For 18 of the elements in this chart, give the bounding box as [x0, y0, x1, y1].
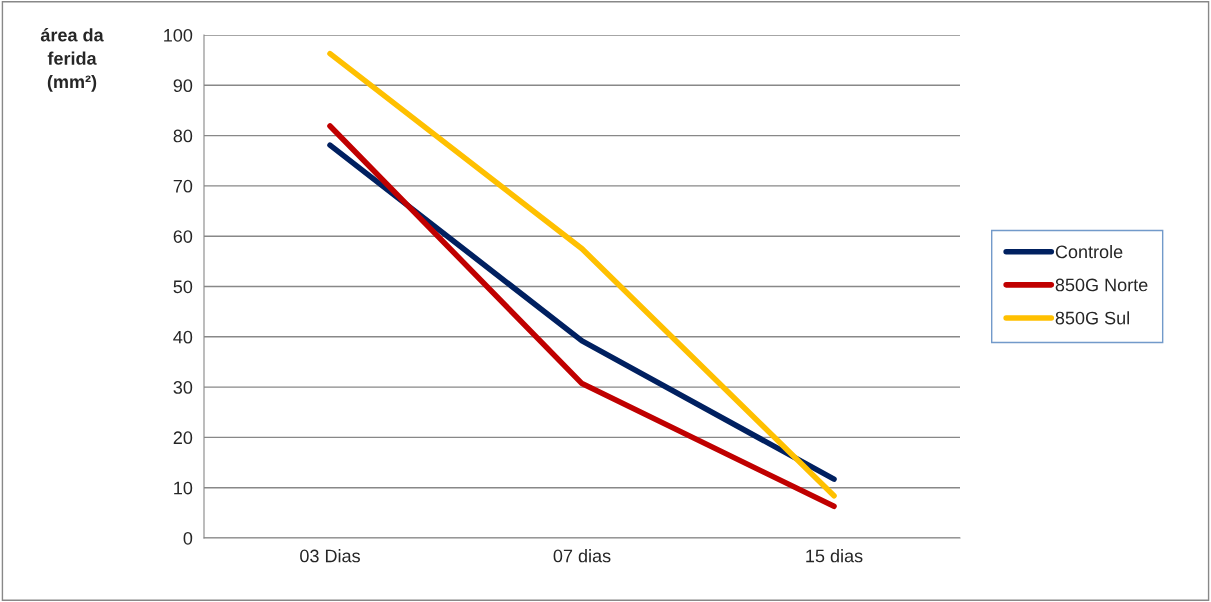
x-tick-label: 07 dias	[553, 549, 611, 563]
x-tick-label: 03 Dias	[300, 549, 360, 563]
y-tick-label: 10	[174, 481, 193, 495]
y-tick-label: 40	[173, 330, 193, 344]
legend-label: 850G Norte	[1055, 278, 1148, 292]
legend-label: Controle	[1055, 245, 1123, 259]
y-tick-label: 100	[164, 28, 193, 42]
y-tick-label: 20	[173, 431, 193, 445]
y-tick-label: 0	[183, 531, 193, 545]
y-tick-label: 30	[173, 381, 193, 394]
x-tick-label: 15 dias	[806, 549, 863, 563]
y-tick-label: 80	[173, 129, 193, 143]
y-axis-title: área da ferida (mm²)	[40, 28, 104, 92]
y-tick-label: 50	[173, 280, 193, 294]
legend-label: 850G Sul	[1055, 311, 1129, 325]
y-tick-label: 70	[173, 179, 193, 193]
y-tick-label: 60	[173, 230, 193, 243]
y-tick-label: 90	[173, 79, 193, 93]
